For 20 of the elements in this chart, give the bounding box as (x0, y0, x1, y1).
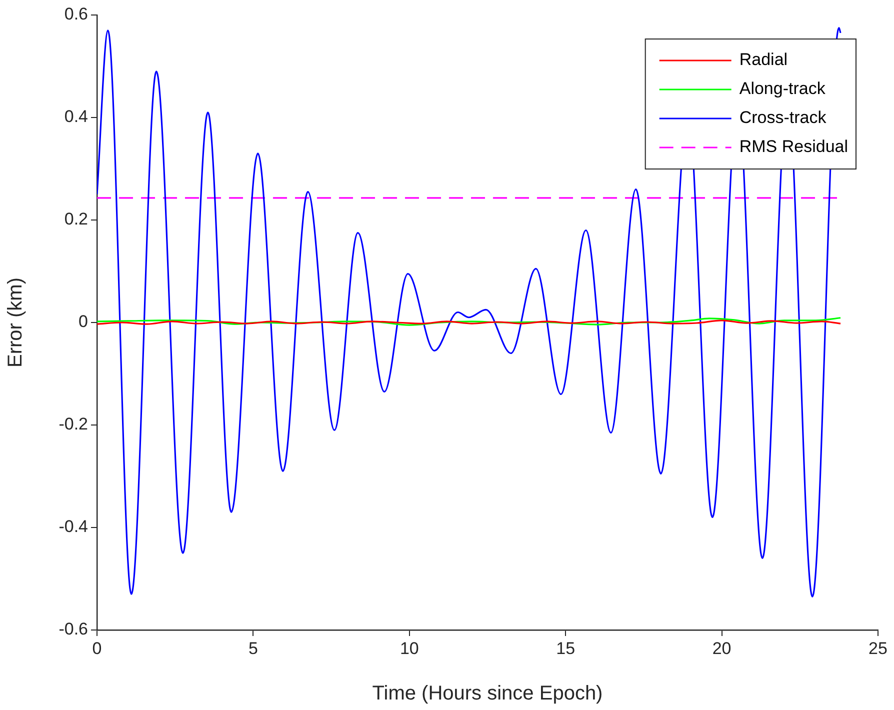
x-axis-title: Time (Hours since Epoch) (372, 682, 603, 705)
x-tick-label: 0 (92, 638, 102, 658)
y-tick-label: -0.6 (58, 620, 88, 639)
legend-label: Along-track (739, 79, 826, 98)
y-tick-label: 0.4 (64, 107, 88, 126)
x-tick-label: 25 (868, 638, 888, 658)
y-axis-title: Error (km) (4, 278, 27, 368)
legend-label: RMS Residual (739, 137, 848, 156)
x-tick-label: 10 (400, 638, 419, 658)
x-tick-label: 15 (556, 638, 576, 658)
y-tick-label: -0.2 (58, 414, 88, 434)
x-tick-label: 5 (248, 638, 258, 658)
legend-label: Radial (739, 50, 788, 70)
line-series (97, 317, 842, 326)
y-tick-label: 0 (78, 312, 88, 332)
y-tick-label: 0.2 (64, 210, 88, 229)
y-tick-label: -0.4 (58, 517, 88, 536)
y-tick-label: 0.6 (64, 4, 88, 24)
x-tick-label: 20 (712, 638, 732, 658)
legend-label: Cross-track (739, 108, 827, 128)
